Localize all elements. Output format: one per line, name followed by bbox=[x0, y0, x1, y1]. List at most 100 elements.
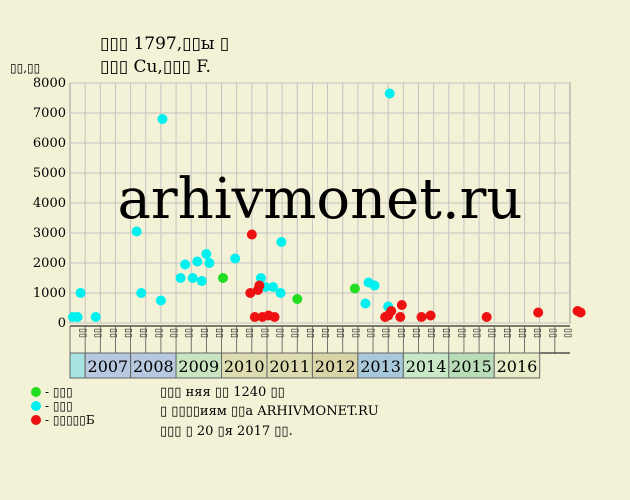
y-ticks: 0 1000 2000 3000 4000 5000 6000 7000 8000 bbox=[33, 76, 66, 331]
year-band bbox=[221, 352, 268, 379]
quarter-label: ▯▯ bbox=[108, 328, 118, 338]
year-band bbox=[311, 352, 359, 379]
quarter-label: ▯▯ bbox=[426, 328, 436, 338]
quarter-label: ▯▯ bbox=[320, 328, 330, 338]
quarter-label: ▯▯ bbox=[93, 328, 103, 338]
chart-title: ▯▯▯ 1797,▯▯ы ▯ bbox=[100, 34, 229, 54]
quarter-label: ▯▯ bbox=[244, 328, 254, 338]
y-tick-label: 2000 bbox=[33, 256, 66, 271]
quarter-label: ▯▯ bbox=[350, 328, 360, 338]
quarter-label: ▯▯ bbox=[259, 328, 269, 338]
data-point bbox=[90, 312, 101, 322]
data-point bbox=[384, 88, 395, 99]
quarter-label: ▯▯ bbox=[381, 328, 391, 338]
data-point bbox=[416, 312, 427, 322]
watermark: arhivmonet.ru bbox=[118, 167, 523, 232]
data-points bbox=[68, 88, 586, 322]
data-point bbox=[369, 280, 380, 291]
quarter-label: ▯▯ bbox=[168, 328, 178, 338]
quarter-label: ▯▯ bbox=[547, 328, 557, 338]
year-label: 2015 bbox=[451, 357, 492, 376]
note-line-1: ▯▯▯ няя ▯▯ 1240 ▯▯ bbox=[160, 385, 285, 400]
data-point bbox=[136, 288, 147, 298]
data-point bbox=[75, 288, 86, 298]
data-point bbox=[269, 312, 280, 322]
data-point bbox=[349, 283, 360, 294]
data-point bbox=[533, 307, 544, 318]
quarter-label: ▯▯ bbox=[487, 328, 497, 338]
legend-label: - ▯▯▯▯▯Б bbox=[45, 413, 95, 427]
year-band bbox=[175, 352, 223, 379]
y-tick-label: 7000 bbox=[33, 106, 66, 121]
quarter-label: ▯▯ bbox=[562, 328, 572, 338]
y-tick-label: 8000 bbox=[33, 76, 66, 91]
quarter-label: ▯▯ bbox=[502, 328, 512, 338]
year-label: 2014 bbox=[406, 357, 447, 376]
year-band bbox=[448, 352, 495, 379]
data-point bbox=[245, 288, 256, 298]
data-point bbox=[386, 306, 397, 316]
y-axis-label: ▯▯,▯▯ bbox=[10, 61, 40, 75]
data-point bbox=[575, 307, 586, 318]
quarter-label: ▯▯ bbox=[335, 328, 345, 338]
data-point bbox=[246, 229, 257, 240]
y-tick-label: 4000 bbox=[33, 196, 66, 211]
legend: - ▯▯▯- ▯▯▯- ▯▯▯▯▯Б bbox=[31, 385, 95, 427]
data-point bbox=[180, 259, 191, 270]
year-label: 2013 bbox=[360, 357, 401, 376]
legend-marker bbox=[31, 401, 41, 411]
data-point bbox=[204, 258, 215, 268]
year-band bbox=[402, 352, 450, 379]
y-tick-label: 3000 bbox=[33, 226, 66, 241]
quarter-label: ▯▯ bbox=[275, 328, 285, 338]
year-band bbox=[84, 352, 132, 379]
data-point bbox=[395, 312, 406, 322]
legend-marker bbox=[31, 387, 41, 397]
quarter-label: ▯▯ bbox=[290, 328, 300, 338]
quarter-label: ▯▯ bbox=[456, 328, 466, 338]
data-point bbox=[360, 298, 371, 309]
quarter-label: ▯▯ bbox=[532, 328, 542, 338]
y-tick-label: 6000 bbox=[33, 136, 66, 151]
y-tick-label: 5000 bbox=[33, 166, 66, 181]
quarter-label: ▯▯ bbox=[396, 328, 406, 338]
year-band bbox=[130, 352, 177, 379]
note-line-3: ▯▯▯ ▯ 20 ▯я 2017 ▯▯. bbox=[160, 424, 293, 439]
year-label: 2009 bbox=[178, 357, 219, 376]
data-point bbox=[481, 312, 492, 322]
year-label: 2010 bbox=[224, 357, 265, 376]
data-point bbox=[218, 273, 229, 283]
data-point bbox=[249, 312, 260, 322]
quarter-label: ▯▯ bbox=[123, 328, 133, 338]
quarter-label: ▯▯ bbox=[229, 328, 239, 338]
quarter-label: ▯▯ bbox=[411, 328, 421, 338]
quarter-label: ▯▯ bbox=[153, 328, 163, 338]
quarter-label: ▯▯ bbox=[199, 328, 209, 338]
data-point bbox=[155, 295, 166, 306]
chart-subtitle: ▯▯▯ Cu,▯▯▯ F. bbox=[100, 57, 211, 77]
data-point bbox=[275, 288, 286, 298]
note-line-2: ▯ ▯▯▯▯иям ▯▯а ARHIVMONET.RU bbox=[160, 404, 379, 419]
data-point bbox=[157, 114, 168, 124]
year-label: 2012 bbox=[315, 357, 356, 376]
y-tick-label: 1000 bbox=[33, 286, 66, 301]
quarter-label: ▯▯ bbox=[78, 328, 88, 338]
data-point bbox=[192, 256, 203, 267]
data-point bbox=[201, 249, 212, 259]
legend-label: - ▯▯▯ bbox=[45, 385, 73, 399]
quarter-label: ▯▯ bbox=[305, 328, 315, 338]
data-point bbox=[425, 310, 436, 321]
data-point bbox=[268, 282, 279, 292]
data-point bbox=[187, 273, 198, 283]
quarter-label: ▯▯ bbox=[138, 328, 148, 338]
x-axis: ▯▯ ▯▯ ▯▯ ▯▯ ▯▯ ▯▯ ▯▯ ▯▯ ▯▯ ▯▯ ▯▯ ▯▯ ▯▯ ▯▯ ▯▯ ▯▯ ▯▯ ▯▯ ▯▯ ▯▯… bbox=[69, 325, 572, 379]
data-point bbox=[72, 312, 83, 322]
grid bbox=[69, 82, 571, 324]
legend-marker bbox=[31, 415, 41, 425]
quarter-label: ▯▯ bbox=[472, 328, 482, 338]
year-band bbox=[493, 352, 541, 379]
legend-label: - ▯▯▯ bbox=[45, 399, 73, 413]
year-band bbox=[69, 352, 86, 379]
data-point bbox=[254, 280, 265, 291]
